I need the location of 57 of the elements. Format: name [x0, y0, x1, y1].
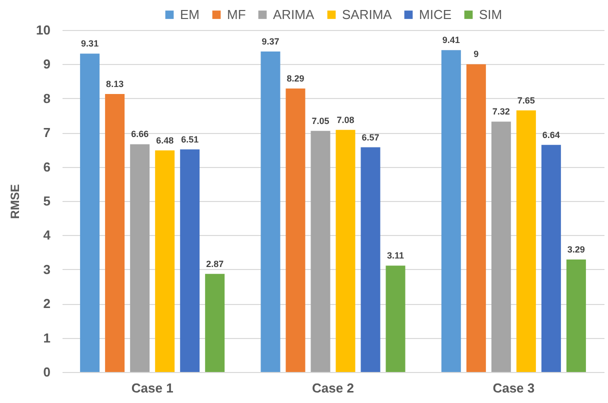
- data-label: 7.08: [336, 114, 354, 125]
- data-label: 6.51: [181, 134, 199, 144]
- bar: [155, 150, 175, 372]
- data-label: 7.32: [492, 106, 510, 117]
- data-label: 3.11: [387, 250, 404, 261]
- y-tick-label: 0: [43, 364, 50, 380]
- bar: [441, 50, 461, 372]
- data-label: 6.64: [542, 130, 560, 140]
- data-label: 2.87: [206, 258, 224, 269]
- bar: [205, 274, 225, 372]
- data-label: 6.57: [362, 132, 380, 142]
- y-tick-label: 4: [43, 228, 52, 243]
- y-tick-label: 3: [43, 262, 50, 277]
- data-label: 8.29: [286, 73, 304, 84]
- bar: [310, 130, 330, 372]
- y-tick-label: 5: [43, 194, 50, 208]
- bar: [541, 144, 561, 372]
- bar: [105, 94, 125, 372]
- bar: [360, 147, 380, 372]
- bar: [336, 130, 356, 372]
- x-tick-label: Case 1: [131, 380, 174, 396]
- legend-label: EM: [180, 6, 200, 22]
- y-tick-label: 9: [43, 56, 50, 72]
- y-tick-label: 2: [43, 296, 50, 312]
- data-label: 7.05: [312, 116, 330, 126]
- legend-label: ARIMA: [273, 6, 314, 22]
- y-axis-title: RMSE: [8, 184, 22, 219]
- x-tick-label: Case 3: [492, 380, 535, 396]
- bar: [260, 52, 280, 372]
- legend-label: SARIMA: [342, 6, 392, 22]
- data-label: 9.31: [81, 38, 99, 49]
- y-tick-label: 8: [43, 90, 50, 106]
- bar: [386, 266, 406, 372]
- y-tick-label: 1: [43, 330, 50, 346]
- bar: [80, 54, 100, 372]
- data-label: 7.65: [517, 95, 535, 106]
- bar: [286, 88, 306, 372]
- legend-label: MF: [227, 6, 246, 22]
- data-label: 6.48: [156, 135, 174, 146]
- bar: [130, 144, 150, 372]
- data-label: 9.37: [262, 36, 280, 47]
- bar: [466, 64, 486, 372]
- bar: [566, 259, 586, 372]
- data-label: 9.41: [442, 35, 460, 46]
- y-tick-label: 6: [43, 159, 50, 174]
- x-tick-label: Case 2: [312, 380, 354, 396]
- legend-label: SIM: [479, 6, 502, 22]
- data-label: 8.13: [106, 78, 124, 89]
- legend-label: MICE: [419, 6, 452, 22]
- bar: [180, 149, 200, 372]
- data-label: 3.29: [567, 244, 585, 254]
- y-tick-label: 7: [43, 125, 50, 140]
- data-label: 6.66: [131, 129, 149, 140]
- bar: [491, 122, 511, 372]
- data-label: 9: [474, 49, 479, 60]
- y-tick-label: 10: [36, 22, 50, 38]
- bar: [516, 110, 536, 372]
